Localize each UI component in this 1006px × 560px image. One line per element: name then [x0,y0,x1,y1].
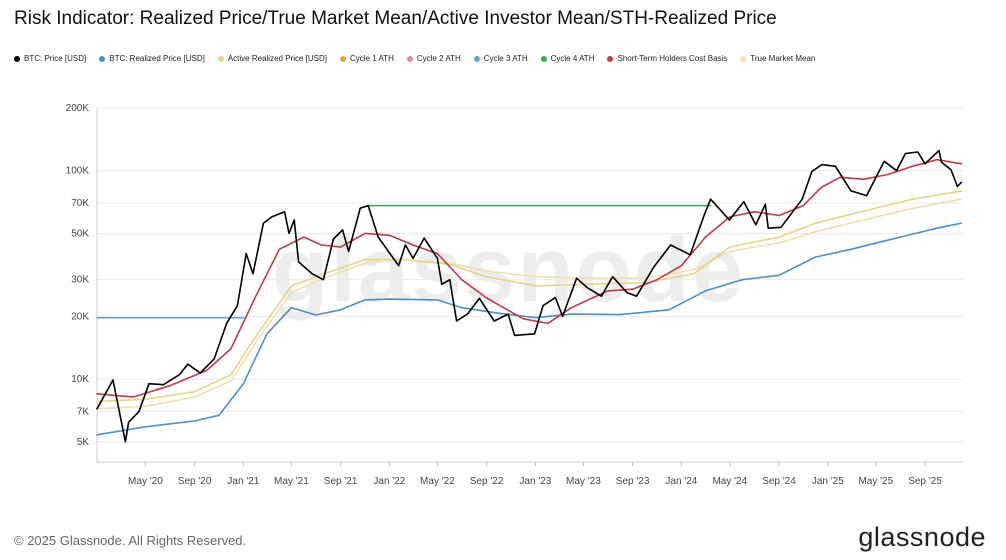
legend-item[interactable]: True Market Mean [740,54,815,63]
x-tick-label: Jan '24 [665,476,697,487]
legend-swatch [14,55,20,62]
legend-label: Cycle 1 ATH [349,54,394,63]
y-tick-label: 70K [71,198,89,209]
series-line-active-realized-price-usd [96,190,963,403]
x-tick-label: Jan '23 [519,476,551,487]
legend-label: Active Realized Price [USD] [227,54,327,63]
x-tick-label: Sep '24 [762,476,796,487]
legend-item[interactable]: BTC: Price [USD] [14,54,86,63]
legend-swatch [740,55,747,62]
x-tick-label: May '21 [274,476,309,487]
brand-logo: glassnode [858,522,986,552]
legend-item[interactable]: Short-Term Holders Cost Basis [607,54,727,63]
legend-swatch [406,55,413,62]
legend-label: BTC: Price [USD] [24,54,87,63]
x-tick-label: May '24 [712,476,747,487]
legend-item[interactable]: Cycle 4 ATH [540,54,595,63]
legend-item[interactable]: Active Realized Price [USD] [217,54,327,63]
legend-label: Cycle 2 ATH [416,54,461,63]
legend-swatch [339,55,346,62]
x-tick-label: Sep '25 [908,476,942,487]
y-tick-label: 50K [71,228,89,239]
y-tick-label: 5K [77,437,90,448]
y-tick-label: 7K [77,406,90,417]
legend-item[interactable]: Cycle 2 ATH [406,54,461,63]
legend-swatch [607,55,614,62]
x-tick-label: Sep '23 [616,476,650,487]
x-tick-label: Jan '25 [812,476,844,487]
series-line-btc-price-usd [96,149,963,443]
y-tick-label: 100K [66,166,90,177]
x-tick-label: Sep '21 [324,476,358,487]
chart-legend: BTC: Price [USD] BTC: Realized Price [USD… [14,54,815,63]
x-tick-label: Jan '22 [373,476,405,487]
x-tick-label: Jan '21 [227,476,259,487]
x-tick-label: Sep '22 [470,476,504,487]
x-tick-label: May '22 [420,476,455,487]
x-tick-label: May '20 [128,476,163,487]
x-tick-label: May '25 [858,476,893,487]
series-line-true-market-mean [96,198,963,410]
legend-label: True Market Mean [750,54,816,63]
legend-item[interactable]: BTC: Realized Price [USD] [99,54,205,63]
legend-swatch [217,55,224,62]
legend-swatch [473,55,480,62]
legend-swatch [99,55,106,62]
legend-label: Cycle 4 ATH [550,54,595,63]
chart-plot: 5K 7K 10K 20K 30K 50K 70K 100K 200K May '20 Sep '2… [66,103,963,487]
legend-label: Short-Term Holders Cost Basis [617,54,728,63]
legend-item[interactable]: Cycle 3 ATH [473,54,528,63]
footer-copyright: © 2025 Glassnode. All Rights Reserved. [14,533,247,548]
legend-item[interactable]: Cycle 1 ATH [339,54,394,63]
x-tick-label: May '23 [566,476,601,487]
x-tick-label: Sep '20 [178,476,212,487]
series-line-btc-realized-price-usd [96,222,963,436]
chart-title: Risk Indicator: Realized Price/True Mark… [14,8,777,29]
legend-label: Cycle 3 ATH [483,54,528,63]
legend-label: BTC: Realized Price [USD] [109,54,205,63]
y-tick-label: 10K [71,374,89,385]
y-tick-label: 200K [66,103,90,114]
y-tick-label: 20K [71,311,89,322]
series-line-short-term-holders-cost-basis [96,158,963,398]
legend-swatch [540,55,547,62]
y-tick-label: 30K [71,275,89,286]
